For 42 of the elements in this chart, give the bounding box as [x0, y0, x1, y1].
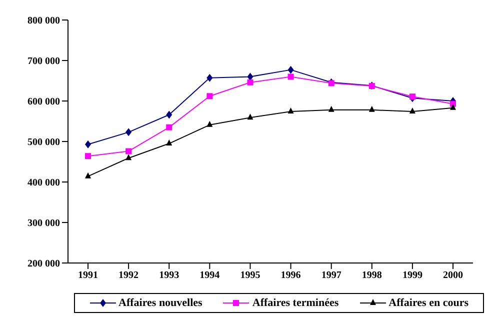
- x-tick-label: 1991: [78, 270, 98, 282]
- x-tick-label: 1995: [240, 270, 260, 282]
- x-tick-label: 1998: [362, 270, 382, 282]
- point: [247, 114, 254, 120]
- point: [126, 148, 132, 154]
- point: [288, 74, 294, 80]
- y-tick-label: 300 000: [28, 218, 60, 230]
- x-tick-label: 1996: [280, 270, 301, 282]
- point: [85, 172, 91, 178]
- x-tick-label: 1997: [321, 270, 342, 282]
- y-tick-label: 700 000: [28, 56, 60, 68]
- y-tick-label: 500 000: [28, 137, 60, 148]
- point: [85, 140, 91, 148]
- point: [288, 108, 294, 114]
- point: [85, 153, 91, 160]
- x-tick-label: 1994: [200, 270, 220, 282]
- x-tick-label: 1992: [118, 270, 139, 282]
- y-tick-label: 400 000: [28, 178, 60, 189]
- legend-label: Affaires en cours: [388, 297, 468, 309]
- y-tick-label: 800 000: [28, 16, 60, 27]
- point: [450, 104, 456, 110]
- legend-label: Affaires nouvelles: [118, 297, 202, 309]
- y-tick-label: 600 000: [28, 96, 60, 108]
- point: [247, 79, 254, 86]
- point: [206, 74, 213, 82]
- point: [206, 93, 213, 100]
- x-tick-label: 1999: [402, 270, 422, 282]
- y-tick-label: 200 000: [28, 258, 60, 270]
- point: [288, 66, 294, 74]
- x-tick-label: 1993: [159, 270, 180, 282]
- point: [126, 128, 132, 136]
- point: [409, 108, 416, 114]
- point: [409, 94, 416, 100]
- point: [206, 120, 213, 127]
- point: [166, 124, 172, 130]
- legend-label: Affaires terminées: [251, 297, 339, 309]
- point: [328, 106, 334, 112]
- point: [126, 154, 132, 160]
- point: [368, 106, 375, 112]
- x-tick-label: 2000: [443, 270, 463, 282]
- point: [166, 110, 172, 119]
- point: [166, 140, 172, 146]
